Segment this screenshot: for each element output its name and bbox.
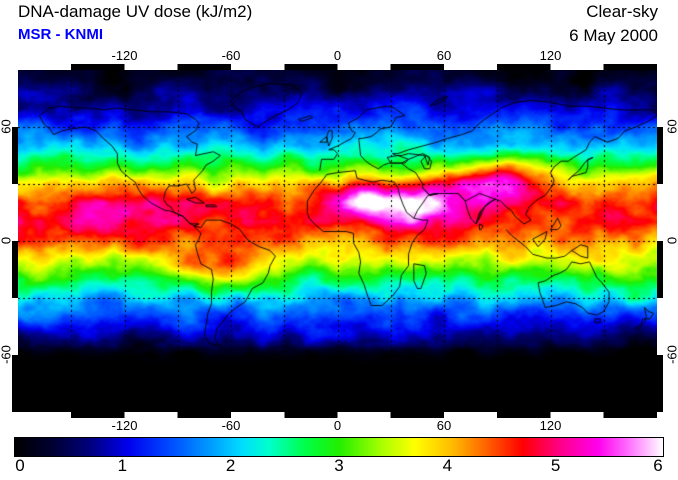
colorbar-tick-6: 6 xyxy=(653,456,663,475)
axis-left xyxy=(12,70,18,412)
colorbar-tick-3: 3 xyxy=(334,456,344,475)
chart-header: DNA-damage UV dose (kJ/m2) MSR - KNMI Cl… xyxy=(0,0,678,52)
xtick-top--120: -120 xyxy=(111,48,138,63)
ytick-right-60: 60 xyxy=(664,119,678,134)
axis-top xyxy=(18,64,657,70)
map-plot-area xyxy=(18,70,657,412)
xtick-top-0: 0 xyxy=(333,48,342,63)
condition-label: Clear-sky xyxy=(586,2,658,21)
colorbar-tick-1: 1 xyxy=(117,456,128,475)
xtick-top-120: 120 xyxy=(539,48,562,63)
colorbar-tick-labels: 0 1 2 3 4 5 6 xyxy=(14,456,664,478)
colorbar-tick-4: 4 xyxy=(442,456,453,475)
colorbar-tick-5: 5 xyxy=(550,456,561,475)
colorbar-gradient xyxy=(14,437,664,457)
xtick-bottom-0: 0 xyxy=(333,418,342,433)
xtick-bottom--60: -60 xyxy=(221,418,241,433)
colorbar-tick-0: 0 xyxy=(15,456,25,475)
axis-bottom xyxy=(18,412,657,418)
ytick-left--60: -60 xyxy=(0,345,14,364)
xtick-bottom--120: -120 xyxy=(111,418,138,433)
axis-right xyxy=(657,70,663,412)
source-label: MSR - KNMI xyxy=(18,26,103,43)
xtick-top-60: 60 xyxy=(436,48,452,63)
ytick-left-60: 60 xyxy=(0,119,14,134)
xtick-bottom-120: 120 xyxy=(539,418,562,433)
page-title: DNA-damage UV dose (kJ/m2) xyxy=(18,2,253,21)
colorbar-tick-2: 2 xyxy=(225,456,236,475)
uv-dose-heatmap xyxy=(18,70,657,412)
ytick-right-0: 0 xyxy=(664,236,678,245)
ytick-right--60: -60 xyxy=(664,345,678,364)
colorbar xyxy=(14,437,664,457)
date-label: 6 May 2000 xyxy=(569,26,658,45)
xtick-bottom-60: 60 xyxy=(436,418,452,433)
ytick-left-0: 0 xyxy=(0,236,14,245)
xtick-top--60: -60 xyxy=(221,48,241,63)
